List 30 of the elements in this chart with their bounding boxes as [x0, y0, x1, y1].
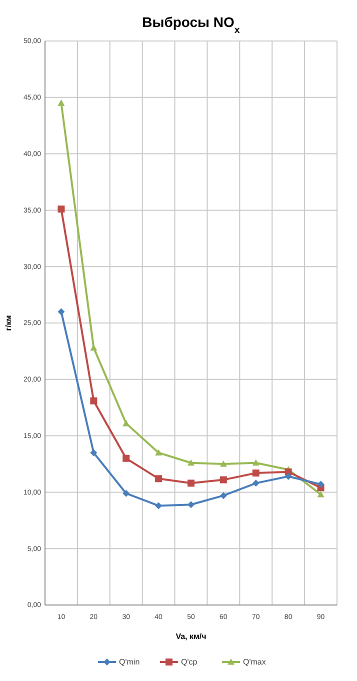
point: [317, 490, 324, 498]
point: [122, 420, 130, 426]
x-axis-title: Va, км/ч: [176, 632, 207, 641]
y-axis-title: г/км: [4, 315, 13, 331]
legend-label: Q'max: [243, 658, 266, 667]
chart-title: Выбросы NO$_{x}$: [142, 14, 240, 36]
point: [188, 501, 194, 508]
point: [90, 344, 98, 351]
point: [284, 472, 292, 480]
legend-label: Q'ср: [181, 658, 198, 667]
point: [220, 492, 227, 500]
point: [252, 480, 260, 487]
point: [252, 459, 260, 466]
point: [220, 476, 227, 484]
legend-label: Q'min: [119, 658, 140, 667]
point: [155, 502, 162, 510]
point: [155, 475, 162, 482]
point: [122, 454, 130, 462]
point: [220, 460, 227, 467]
point: [58, 100, 65, 106]
point: [252, 470, 260, 477]
point: [90, 397, 98, 404]
point: [122, 490, 130, 497]
point: [58, 206, 65, 213]
point: [317, 480, 324, 488]
point: [58, 308, 65, 316]
point: [155, 449, 162, 456]
point: [90, 449, 98, 456]
point: [188, 480, 194, 487]
point: [188, 459, 194, 466]
